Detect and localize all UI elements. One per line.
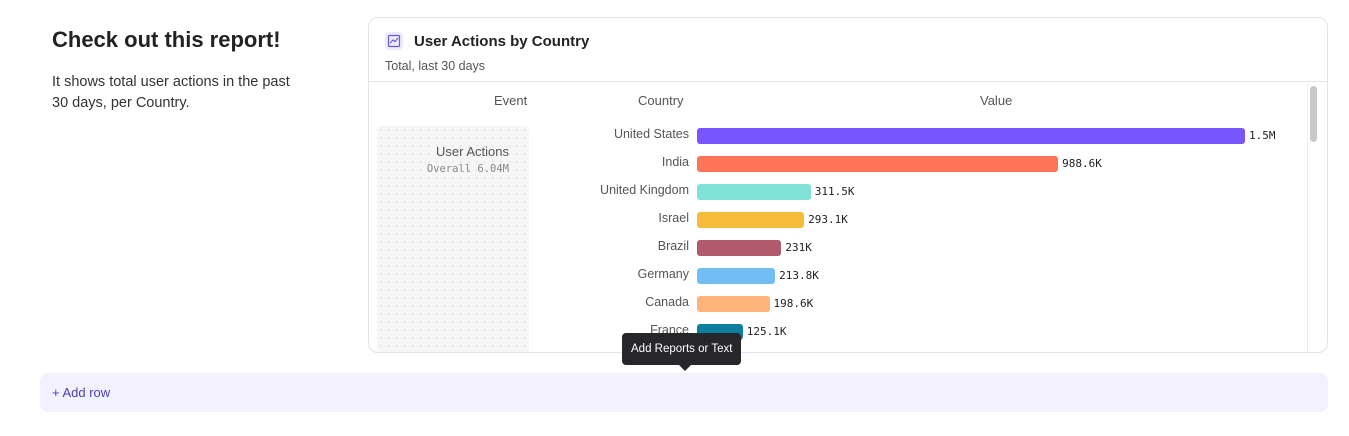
report-subtitle: Total, last 30 days — [385, 59, 486, 73]
add-row-button[interactable]: + Add row — [40, 373, 1328, 412]
scrollbar[interactable] — [1307, 84, 1320, 352]
value-label: 311.5K — [814, 185, 855, 198]
bar[interactable] — [697, 128, 1245, 144]
country-label: United States — [613, 127, 689, 141]
header-value: Value — [980, 93, 1013, 108]
value-label: 231K — [785, 241, 812, 254]
intro-text: It shows total user actions in the past … — [52, 74, 290, 111]
bar[interactable] — [697, 240, 782, 256]
divider — [369, 81, 1327, 82]
value-label: 198.6K — [773, 297, 814, 310]
country-label: Canada — [645, 295, 689, 309]
value-label: 213.8K — [779, 269, 819, 282]
country-label: United Kingdom — [600, 183, 689, 197]
value-label: 125.1K — [746, 325, 787, 338]
country-label: Israel — [658, 211, 689, 225]
country-label: India — [661, 155, 689, 169]
event-overall: Overall 6.04M — [426, 163, 509, 175]
country-label: Germany — [637, 267, 689, 281]
line-chart-icon — [385, 32, 403, 50]
report-title[interactable]: User Actions by Country — [414, 33, 590, 50]
bar[interactable] — [697, 156, 1059, 172]
scrollbar-thumb[interactable] — [1310, 86, 1317, 142]
value-label: 988.6K — [1062, 157, 1102, 170]
bar[interactable] — [697, 184, 811, 200]
report-card[interactable]: User Actions by Country Total, last 30 d… — [368, 17, 1328, 353]
bar[interactable] — [697, 212, 805, 228]
bar[interactable] — [697, 268, 776, 284]
country-label: Brazil — [657, 239, 689, 253]
value-label: 1.5M — [1249, 129, 1276, 142]
header-event: Event — [494, 93, 528, 108]
event-cell: User Actions Overall 6.04M — [377, 126, 529, 352]
event-name: User Actions — [436, 144, 509, 159]
value-label: 293.1K — [808, 213, 848, 226]
intro-title: Check out this report! — [52, 27, 281, 52]
bar[interactable] — [697, 296, 770, 312]
add-row-label: + Add row — [52, 385, 111, 400]
tooltip: Add Reports or Text — [622, 333, 742, 371]
header-country: Country — [638, 93, 684, 108]
